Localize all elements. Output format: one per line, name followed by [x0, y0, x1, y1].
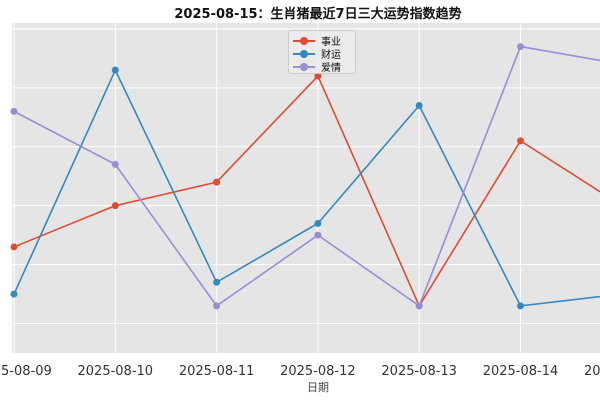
data-point: [517, 137, 524, 145]
data-point: [213, 302, 221, 310]
legend-label-career: 事业: [321, 37, 341, 48]
data-point: [314, 219, 322, 227]
legend-item-love: 爱情: [293, 60, 351, 74]
data-point: [314, 72, 322, 80]
x-tick-label: 2025-08-11: [179, 364, 255, 379]
legend-swatch-love: [293, 61, 315, 73]
legend-swatch-career: [293, 35, 315, 47]
legend-label-wealth: 财运: [321, 50, 341, 61]
series-layer: [10, 43, 600, 310]
x-tick-label: 2025-08-13: [381, 364, 457, 379]
x-tick-label: 2025-08-12: [280, 364, 356, 379]
data-point: [10, 290, 18, 298]
chart-title: 2025-08-15：生肖猪最近7日三大运势指数趋势: [174, 6, 461, 22]
grid: [12, 23, 600, 353]
data-point: [213, 278, 221, 286]
data-point: [10, 243, 18, 251]
legend-marker-love: [300, 62, 308, 71]
plot-background: [12, 23, 600, 353]
x-tick-label: 2025-08-10: [78, 364, 154, 379]
data-point: [517, 302, 524, 310]
legend-marker-wealth: [300, 49, 308, 58]
legend-item-career: 事业: [293, 34, 351, 48]
legend-marker-career: [300, 36, 308, 45]
x-tick-label: 2025-08-14: [483, 364, 559, 379]
legend-item-wealth: 财运: [293, 47, 351, 61]
x-axis-label: 日期: [307, 381, 329, 394]
x-tick-label: 2025-08-09: [0, 364, 52, 379]
data-point: [111, 202, 119, 210]
data-point: [111, 160, 119, 168]
legend: 事业 财运 爱情: [288, 30, 356, 74]
data-point: [314, 231, 322, 239]
data-point: [213, 178, 221, 186]
x-tick-label: 2025-08-15: [584, 364, 600, 379]
data-point: [415, 102, 423, 109]
data-point: [111, 66, 119, 74]
data-point: [415, 302, 423, 310]
data-point: [10, 107, 18, 115]
x-tick-labels: 2025-08-09 2025-08-10 2025-08-11 2025-08-12…: [0, 364, 600, 379]
data-point: [517, 43, 524, 51]
legend-label-love: 爱情: [321, 63, 341, 74]
legend-swatch-wealth: [293, 48, 315, 60]
